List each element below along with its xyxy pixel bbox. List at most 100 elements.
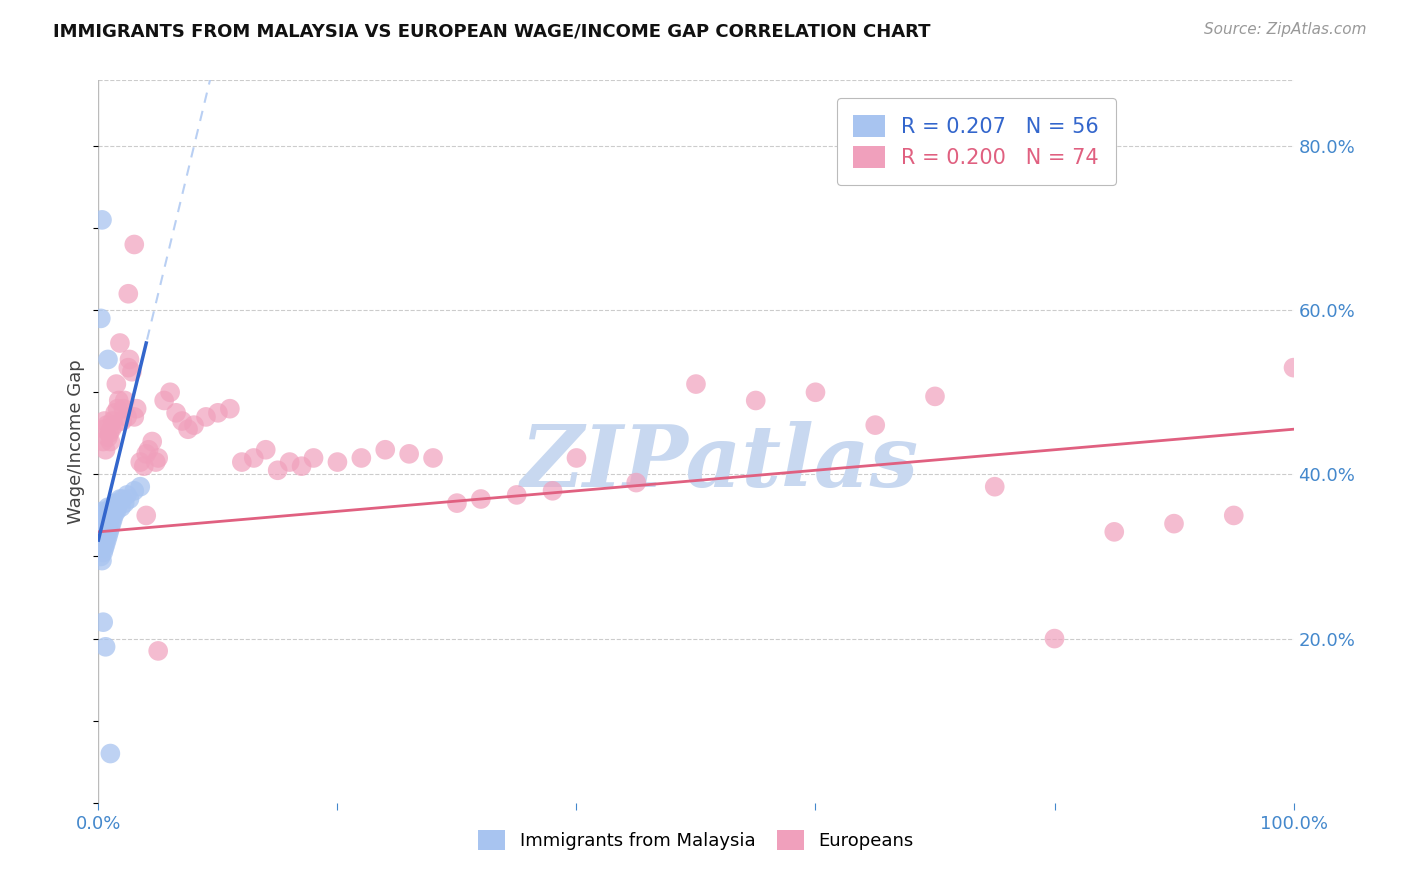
Point [98, 512, 121, 526]
Point [148, 450, 170, 465]
Point [97, 529, 120, 543]
Point [91, 533, 114, 547]
Point [124, 483, 146, 498]
Point [422, 450, 444, 465]
Point [153, 393, 176, 408]
Point [91, 553, 114, 567]
Point [94, 521, 117, 535]
Point [90, 311, 112, 326]
Point [108, 336, 131, 351]
Point [124, 409, 146, 424]
Point [90, 529, 112, 543]
Text: ZIPatlas: ZIPatlas [520, 421, 920, 505]
Point [118, 491, 141, 506]
Point [107, 393, 129, 408]
Point [91, 545, 114, 559]
Point [93, 541, 115, 556]
Point [100, 516, 122, 531]
Point [94, 508, 117, 523]
Point [115, 409, 138, 424]
Point [506, 488, 529, 502]
Point [626, 475, 648, 490]
Y-axis label: Wage/Income Gap: Wage/Income Gap [67, 359, 86, 524]
Point [94, 529, 117, 543]
Point [97, 516, 120, 531]
Point [121, 365, 143, 379]
Point [138, 442, 160, 457]
Point [350, 450, 373, 465]
Point [97, 352, 120, 367]
Point [135, 447, 157, 461]
Point [374, 442, 396, 457]
Point [865, 418, 887, 433]
Point [93, 524, 115, 539]
Point [98, 426, 121, 441]
Point [98, 508, 122, 523]
Point [94, 537, 117, 551]
Point [91, 434, 114, 449]
Point [1163, 516, 1185, 531]
Point [91, 212, 114, 227]
Point [101, 512, 124, 526]
Point [111, 491, 134, 506]
Point [398, 447, 420, 461]
Point [254, 442, 277, 457]
Point [90, 549, 112, 564]
Point [98, 521, 122, 535]
Point [96, 504, 118, 518]
Point [104, 406, 127, 420]
Point [97, 500, 120, 515]
Point [148, 644, 170, 658]
Point [89, 516, 111, 531]
Point [105, 377, 128, 392]
Point [103, 508, 125, 523]
Point [96, 524, 118, 539]
Point [114, 393, 136, 408]
Point [1043, 632, 1066, 646]
Point [135, 508, 157, 523]
Point [446, 496, 468, 510]
Point [107, 496, 129, 510]
Point [89, 524, 111, 539]
Point [100, 500, 122, 515]
Point [90, 521, 112, 535]
Point [98, 434, 122, 449]
Point [129, 480, 152, 494]
Point [132, 459, 155, 474]
Point [207, 406, 229, 420]
Point [112, 401, 135, 416]
Point [291, 459, 314, 474]
Point [98, 524, 121, 539]
Point [141, 434, 163, 449]
Point [804, 385, 827, 400]
Text: Source: ZipAtlas.com: Source: ZipAtlas.com [1204, 22, 1367, 37]
Point [924, 389, 946, 403]
Point [1282, 360, 1305, 375]
Point [100, 422, 122, 436]
Point [107, 401, 129, 416]
Point [98, 747, 122, 761]
Point [118, 352, 141, 367]
Point [105, 504, 128, 518]
Text: IMMIGRANTS FROM MALAYSIA VS EUROPEAN WAGE/INCOME GAP CORRELATION CHART: IMMIGRANTS FROM MALAYSIA VS EUROPEAN WAG… [53, 22, 931, 40]
Point [91, 615, 114, 630]
Point [93, 422, 115, 436]
Point [117, 286, 139, 301]
Point [108, 491, 131, 506]
Point [114, 496, 136, 510]
Point [326, 455, 349, 469]
Point [129, 455, 152, 469]
Point [219, 401, 242, 416]
Point [302, 450, 325, 465]
Point [565, 450, 588, 465]
Point [107, 500, 129, 515]
Point [111, 414, 134, 428]
Point [177, 422, 200, 436]
Point [91, 504, 114, 518]
Point [89, 533, 111, 547]
Point [165, 406, 187, 420]
Point [103, 418, 125, 433]
Point [984, 480, 1007, 494]
Point [195, 409, 218, 424]
Point [110, 500, 132, 515]
